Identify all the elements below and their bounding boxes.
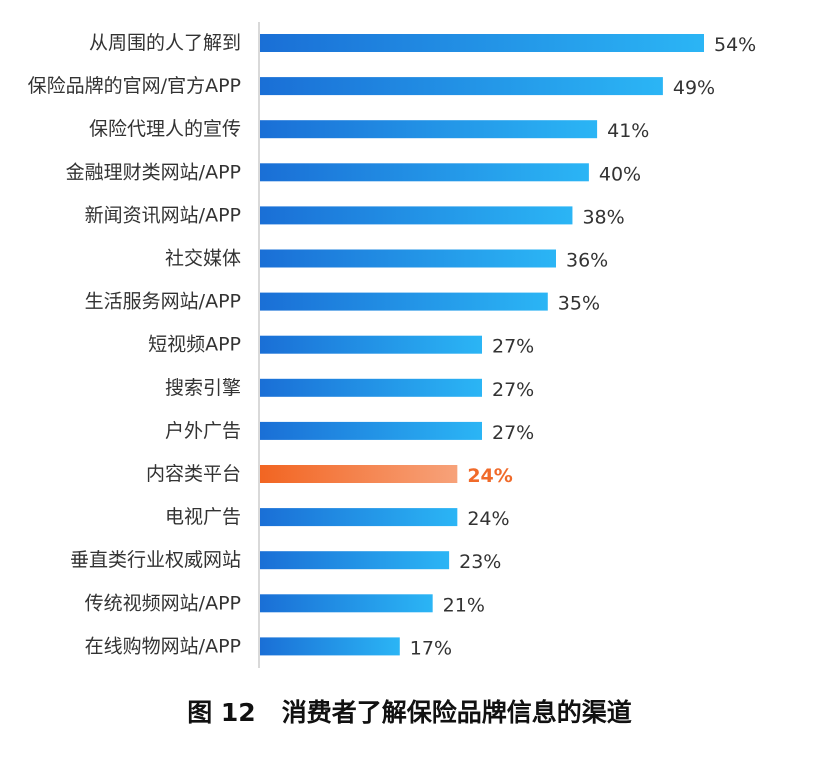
category-label: 搜索引擎 xyxy=(165,377,241,399)
chart-canvas: 从周围的人了解到 54% 保险品牌的官网/官方APP 49% 保险代理人的宣传 41% 金融… xyxy=(28,22,756,668)
value-label: 36% xyxy=(566,250,608,272)
category-label: 保险代理人的宣传 xyxy=(89,118,241,140)
category-label: 垂直类行业权威网站 xyxy=(70,549,241,571)
value-label: 40% xyxy=(599,163,641,185)
category-label: 社交媒体 xyxy=(165,248,241,270)
bar-highlighted xyxy=(260,465,458,483)
bar xyxy=(260,292,548,311)
bar xyxy=(260,34,704,52)
bar xyxy=(260,637,400,656)
value-label: 27% xyxy=(492,379,534,401)
bar xyxy=(260,508,458,527)
bar xyxy=(260,378,482,397)
category-label: 从周围的人了解到 xyxy=(89,32,241,54)
bar xyxy=(260,120,598,139)
bar xyxy=(260,163,589,182)
bar xyxy=(260,249,556,268)
bar xyxy=(260,594,433,613)
value-label: 21% xyxy=(443,594,485,616)
category-label: 短视频APP xyxy=(148,334,241,356)
category-label: 在线购物网站/APP xyxy=(85,635,241,657)
value-label: 27% xyxy=(492,422,534,444)
value-label: 23% xyxy=(459,551,501,573)
bar xyxy=(260,421,482,440)
bar-chart: 从周围的人了解到 54% 保险品牌的官网/官方APP 49% 保险代理人的宣传 41% 金融… xyxy=(28,22,756,668)
value-label: 38% xyxy=(582,206,624,228)
value-label: 49% xyxy=(673,77,715,99)
bar xyxy=(260,335,482,354)
category-label: 新闻资讯网站/APP xyxy=(85,204,241,226)
value-label: 35% xyxy=(558,293,600,315)
bar xyxy=(260,551,450,570)
category-label: 电视广告 xyxy=(165,506,241,528)
value-label: 54% xyxy=(714,34,756,56)
category-label: 保险品牌的官网/官方APP xyxy=(28,75,241,97)
value-label: 27% xyxy=(492,336,534,358)
category-label: 金融理财类网站/APP xyxy=(66,161,241,183)
value-label: 17% xyxy=(410,637,452,659)
value-label: 24% xyxy=(467,508,509,530)
category-label: 生活服务网站/APP xyxy=(85,291,241,313)
category-label: 内容类平台 xyxy=(146,463,241,485)
category-label: 户外广告 xyxy=(165,420,241,442)
bar xyxy=(260,77,663,96)
value-label: 24% xyxy=(467,465,512,487)
figure-caption: 图 12 消费者了解保险品牌信息的渠道 xyxy=(187,698,632,727)
bar xyxy=(260,206,573,225)
value-label: 41% xyxy=(607,120,649,142)
category-label: 传统视频网站/APP xyxy=(85,592,241,614)
